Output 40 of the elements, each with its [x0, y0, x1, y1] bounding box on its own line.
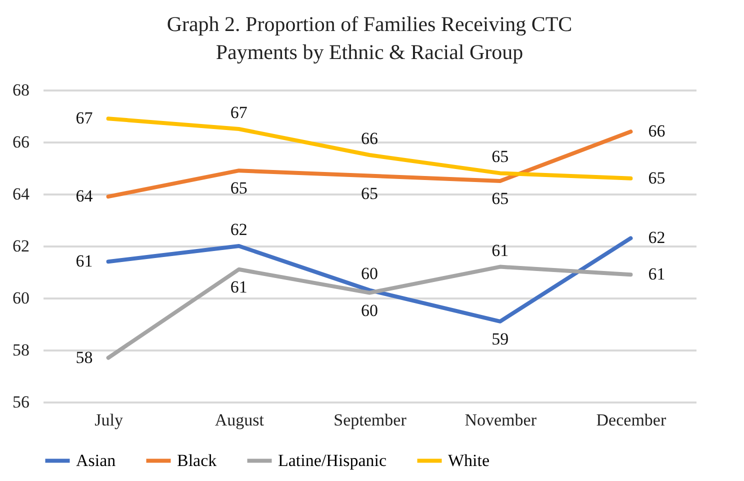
x-tick-label: September [334, 410, 407, 430]
data-label: 65 [361, 184, 378, 203]
y-tick-label: 64 [12, 184, 30, 204]
data-label: 64 [76, 186, 94, 206]
data-label: 62 [230, 220, 248, 239]
data-label: 60 [361, 264, 378, 284]
data-label: 66 [361, 129, 378, 148]
data-label: 67 [76, 108, 94, 128]
y-tick-label: 68 [12, 80, 30, 100]
data-label: 58 [76, 348, 93, 367]
line-series [106, 264, 633, 360]
data-label: 65 [492, 147, 509, 166]
y-tick-label: 66 [12, 132, 30, 152]
line-series [106, 236, 633, 324]
y-tick-label: 56 [12, 392, 30, 412]
x-tick-label: November [464, 410, 537, 430]
chart-title: Graph 2. Proportion of Families Receiving CTC Payments by Ethnic & Racial Group [166, 12, 572, 64]
data-label: 60 [361, 300, 378, 320]
data-label: 62 [648, 228, 666, 248]
data-label: 65 [492, 189, 509, 208]
legend-label: White [448, 450, 490, 470]
data-label: 65 [648, 168, 666, 188]
data-label: 61 [648, 264, 666, 284]
data-label: 67 [230, 103, 248, 122]
data-label: 61 [492, 240, 509, 260]
data-label: 66 [648, 122, 666, 141]
y-tick-label: 58 [12, 340, 30, 360]
legend-label: Asian [76, 450, 116, 470]
line-series [106, 116, 633, 180]
legend-label: Black [177, 450, 218, 470]
data-label: 65 [230, 178, 248, 198]
data-label: 59 [492, 329, 509, 348]
data-label: 61 [230, 277, 248, 296]
data-label: 61 [76, 252, 93, 271]
legend-label: Latine/Hispanic [278, 450, 388, 470]
x-tick-label: July [94, 410, 124, 430]
x-tick-label: August [214, 410, 264, 430]
y-tick-label: 60 [12, 288, 30, 308]
x-tick-label: December [596, 410, 666, 430]
y-tick-label: 62 [12, 236, 30, 256]
